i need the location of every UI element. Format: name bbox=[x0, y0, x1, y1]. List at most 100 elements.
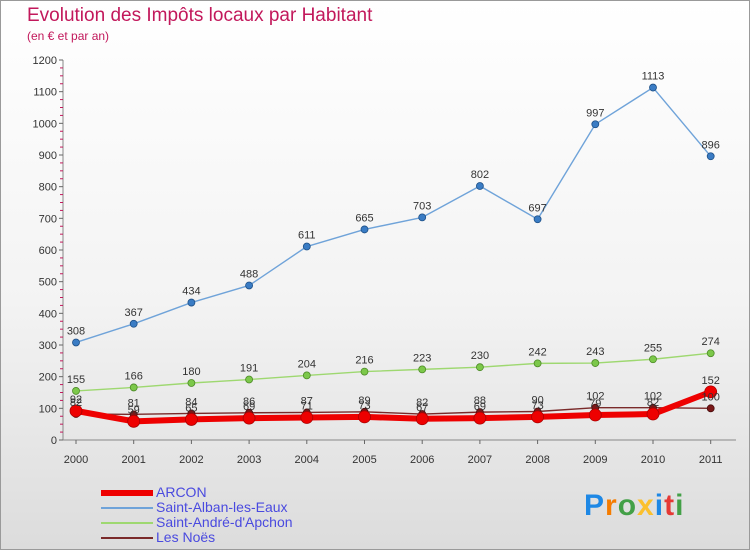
data-point bbox=[302, 371, 311, 380]
data-point bbox=[358, 410, 371, 424]
series-line bbox=[75, 86, 712, 344]
legend-swatch bbox=[101, 522, 153, 524]
data-label: 703 bbox=[413, 200, 431, 212]
data-point bbox=[360, 367, 369, 376]
data-point bbox=[591, 359, 600, 367]
data-point bbox=[591, 120, 600, 129]
data-label: 92 bbox=[70, 394, 82, 406]
data-point bbox=[588, 408, 602, 422]
legend-swatch bbox=[101, 537, 153, 539]
series-line bbox=[75, 352, 712, 392]
logo-letter: r bbox=[605, 489, 618, 522]
x-tick-label: 2001 bbox=[121, 454, 145, 466]
x-tick-label: 2003 bbox=[237, 454, 261, 466]
data-point bbox=[533, 215, 542, 224]
data-label: 65 bbox=[185, 402, 197, 414]
logo-letter: t bbox=[664, 489, 676, 522]
data-point bbox=[184, 413, 198, 426]
data-label: 802 bbox=[471, 169, 489, 181]
data-label: 488 bbox=[240, 268, 258, 280]
data-label: 697 bbox=[528, 202, 546, 214]
y-tick-label: 1100 bbox=[33, 87, 57, 99]
x-tick-label: 2009 bbox=[583, 454, 607, 466]
y-tick-label: 400 bbox=[39, 308, 57, 320]
y-tick-label: 500 bbox=[39, 277, 57, 289]
data-label: 102 bbox=[644, 391, 662, 403]
data-label: 87 bbox=[301, 395, 313, 407]
data-label: 86 bbox=[243, 396, 255, 408]
logo-letter: i bbox=[654, 489, 665, 522]
data-label: 1113 bbox=[642, 71, 665, 83]
data-label: 997 bbox=[586, 107, 604, 119]
data-label: 67 bbox=[416, 402, 428, 414]
data-point bbox=[706, 152, 715, 161]
data-point bbox=[649, 355, 657, 364]
legend-label: Saint-André-d'Apchon bbox=[156, 514, 293, 530]
data-label: 204 bbox=[298, 358, 316, 370]
data-label: 82 bbox=[416, 397, 428, 409]
data-label: 82 bbox=[70, 397, 82, 409]
data-point bbox=[475, 363, 484, 372]
data-point bbox=[473, 411, 487, 425]
data-point bbox=[415, 412, 429, 426]
y-tick-label: 600 bbox=[39, 245, 57, 257]
data-point bbox=[300, 411, 314, 424]
y-tick-label: 1200 bbox=[33, 55, 57, 67]
y-tick-label: 0 bbox=[51, 435, 57, 447]
legend-label: Les Noës bbox=[156, 529, 216, 545]
x-tick-label: 2004 bbox=[295, 454, 319, 466]
data-label: 242 bbox=[528, 346, 546, 358]
data-point bbox=[127, 414, 141, 428]
data-point bbox=[245, 281, 254, 290]
x-tick-label: 2000 bbox=[64, 454, 88, 466]
y-tick-label: 200 bbox=[39, 372, 57, 384]
data-point bbox=[245, 375, 254, 384]
data-label: 152 bbox=[702, 375, 720, 387]
x-tick-label: 2005 bbox=[352, 454, 376, 466]
data-label: 102 bbox=[586, 391, 604, 403]
y-tick-label: 900 bbox=[39, 150, 57, 162]
data-label: 73 bbox=[358, 400, 370, 412]
data-label: 216 bbox=[355, 355, 373, 367]
data-label: 88 bbox=[474, 395, 486, 407]
data-label: 230 bbox=[471, 350, 489, 362]
data-point bbox=[531, 410, 544, 424]
y-tick-label: 800 bbox=[39, 182, 57, 194]
chart-title: Evolution des Impôts locaux par Habitant bbox=[27, 5, 373, 26]
series-line bbox=[73, 388, 714, 425]
data-label: 308 bbox=[67, 325, 85, 337]
y-tick-label: 300 bbox=[39, 340, 57, 352]
data-point bbox=[706, 404, 715, 413]
data-label: 82 bbox=[647, 397, 659, 409]
data-label: 71 bbox=[301, 401, 313, 413]
data-label: 180 bbox=[182, 366, 200, 378]
data-point bbox=[72, 338, 80, 347]
data-label: 100 bbox=[702, 391, 720, 403]
proxiti-logo: Proxiti bbox=[584, 489, 684, 523]
data-label: 367 bbox=[125, 307, 143, 319]
logo-letter: o bbox=[617, 489, 638, 522]
x-tick-label: 2006 bbox=[410, 454, 434, 466]
data-label: 81 bbox=[128, 397, 140, 409]
data-label: 59 bbox=[128, 404, 140, 416]
data-label: 79 bbox=[589, 398, 601, 410]
data-label: 223 bbox=[413, 352, 431, 364]
x-tick-label: 2002 bbox=[179, 454, 203, 466]
logo-letter: x bbox=[637, 489, 655, 522]
data-label: 89 bbox=[358, 395, 370, 407]
data-point bbox=[646, 407, 660, 421]
data-point bbox=[129, 383, 138, 392]
data-label: 90 bbox=[531, 395, 543, 407]
data-label: 166 bbox=[125, 370, 143, 382]
x-tick-label: 2008 bbox=[525, 454, 549, 466]
data-label: 191 bbox=[240, 363, 258, 375]
data-label: 896 bbox=[702, 139, 720, 151]
y-tick-label: 700 bbox=[39, 213, 57, 225]
data-point bbox=[475, 182, 484, 190]
data-point bbox=[533, 359, 542, 368]
data-point bbox=[69, 404, 83, 418]
data-label: 243 bbox=[586, 346, 604, 358]
data-point bbox=[187, 379, 196, 387]
data-label: 665 bbox=[355, 212, 373, 224]
